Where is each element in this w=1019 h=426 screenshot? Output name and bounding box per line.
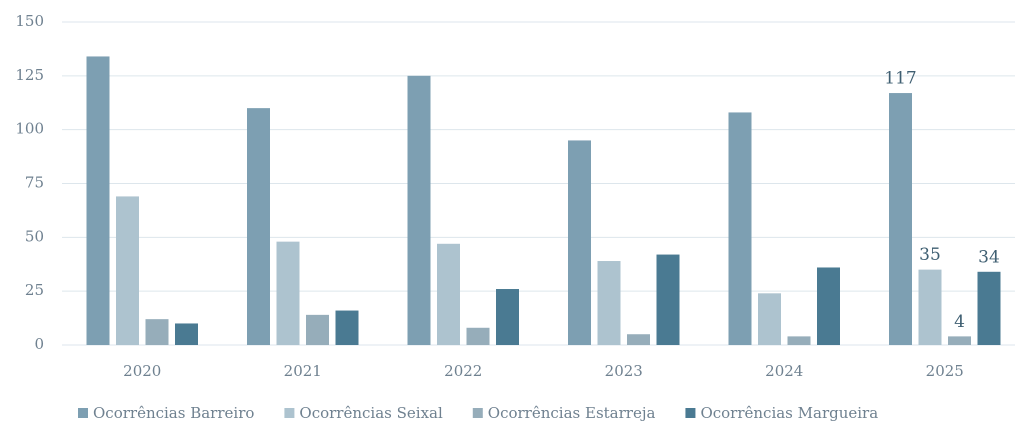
y-tick-label: 50 xyxy=(25,227,44,245)
legend-swatch xyxy=(685,408,696,418)
y-tick-label: 125 xyxy=(15,66,44,84)
data-label: 35 xyxy=(919,245,941,265)
legend-label: Ocorrências Seixal xyxy=(299,404,443,422)
x-tick-label: 2020 xyxy=(123,362,161,380)
bar xyxy=(145,319,169,345)
x-tick-label: 2024 xyxy=(765,362,803,380)
bar xyxy=(948,336,971,345)
data-label: 4 xyxy=(954,312,965,332)
bar xyxy=(496,289,519,345)
y-tick-label: 0 xyxy=(34,335,44,353)
bar xyxy=(175,323,198,345)
bar xyxy=(437,243,460,345)
x-tick-label: 2025 xyxy=(926,362,964,380)
data-label: 117 xyxy=(884,69,916,89)
data-label: 34 xyxy=(978,247,1000,267)
legend-label: Ocorrências Margueira xyxy=(700,404,878,422)
y-tick-label: 150 xyxy=(15,12,44,30)
legend-label: Ocorrências Estarreja xyxy=(488,404,656,422)
bar xyxy=(247,108,270,345)
bar xyxy=(918,269,942,345)
bar xyxy=(889,93,912,345)
bar xyxy=(466,327,490,345)
bar xyxy=(276,241,300,345)
y-tick-label: 75 xyxy=(25,174,44,192)
bar xyxy=(817,267,840,345)
x-tick-label: 2023 xyxy=(605,362,643,380)
x-tick-label: 2022 xyxy=(444,362,482,380)
y-tick-label: 25 xyxy=(25,281,44,299)
bar xyxy=(656,254,680,345)
bar xyxy=(977,271,1001,345)
bar xyxy=(787,336,811,345)
x-tick-label: 2021 xyxy=(284,362,322,380)
legend-label: Ocorrências Barreiro xyxy=(93,404,254,422)
legend-swatch xyxy=(472,408,483,418)
bar xyxy=(116,196,139,345)
bar xyxy=(86,56,110,345)
bar xyxy=(597,261,621,345)
legend-swatch xyxy=(284,408,295,418)
bar xyxy=(627,334,650,345)
bar xyxy=(728,112,752,345)
bar xyxy=(306,314,329,345)
bar xyxy=(758,293,781,345)
bar xyxy=(568,140,591,345)
legend-swatch xyxy=(78,408,88,418)
y-tick-label: 100 xyxy=(15,120,44,138)
bar xyxy=(407,75,431,345)
bar xyxy=(335,310,359,345)
